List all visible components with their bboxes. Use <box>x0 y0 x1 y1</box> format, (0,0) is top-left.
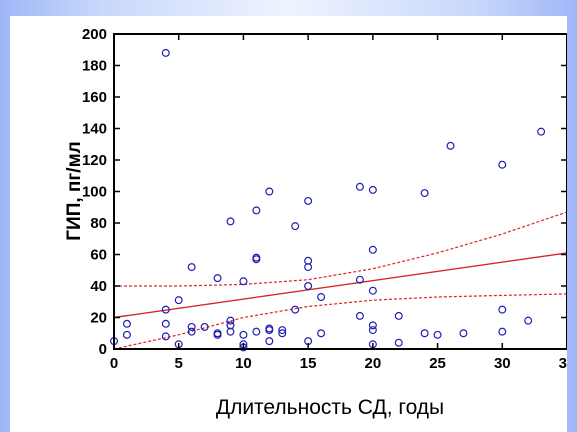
data-point <box>317 293 326 302</box>
data-point <box>317 329 326 338</box>
data-point <box>394 338 403 347</box>
data-point <box>355 275 364 284</box>
data-point <box>498 160 507 169</box>
y-tick-label: 160 <box>82 89 107 106</box>
data-point <box>252 327 261 336</box>
x-axis-title: Длительность СД, годы <box>216 396 444 419</box>
data-point <box>161 305 170 314</box>
regression-fit <box>113 252 567 319</box>
data-point <box>187 322 196 331</box>
data-point <box>252 255 261 264</box>
data-point <box>252 206 261 215</box>
data-point <box>355 311 364 320</box>
axis-ticks: 0 5 10 15 20 25 30 35 0 20 40 60 80 100 120 140 160 180 20… <box>82 26 567 372</box>
x-tick-label: 25 <box>429 355 446 372</box>
data-point <box>278 326 287 335</box>
confidence-band <box>113 211 567 350</box>
chart-figure: 0 5 10 15 20 25 30 35 0 20 40 60 80 100 120 140 160 180 20… <box>10 16 567 432</box>
data-point <box>537 127 546 136</box>
data-point <box>278 329 287 338</box>
data-point <box>524 316 533 325</box>
data-point <box>459 329 468 338</box>
data-point <box>446 141 455 150</box>
data-point <box>265 337 274 346</box>
fit-line <box>113 252 567 319</box>
data-point <box>368 185 377 194</box>
data-point <box>122 330 131 339</box>
data-point <box>187 263 196 272</box>
y-tick-label: 60 <box>90 247 107 264</box>
x-tick-label: 20 <box>365 355 382 372</box>
y-tick-label: 40 <box>90 278 107 295</box>
data-point <box>368 326 377 335</box>
data-point <box>394 311 403 320</box>
y-axis-title: ГИП, пг/мл <box>64 141 85 240</box>
data-point <box>226 316 235 325</box>
data-point <box>239 330 248 339</box>
data-point <box>213 329 222 338</box>
x-tick-label: 5 <box>175 355 183 372</box>
data-point <box>368 245 377 254</box>
data-point <box>304 196 313 205</box>
data-point <box>122 319 131 328</box>
data-point <box>226 327 235 336</box>
data-point <box>161 48 170 57</box>
y-tick-label: 120 <box>82 152 107 169</box>
ci-upper-line <box>114 211 567 287</box>
data-point <box>498 327 507 336</box>
data-point <box>304 263 313 272</box>
y-tick-label: 200 <box>82 26 107 43</box>
x-tick-label: 0 <box>110 355 118 372</box>
data-point <box>291 222 300 231</box>
data-point <box>187 327 196 336</box>
data-point <box>433 330 442 339</box>
data-point <box>265 326 274 335</box>
data-point <box>420 329 429 338</box>
x-tick-label: 35 <box>559 355 567 372</box>
y-tick-label: 20 <box>90 310 107 327</box>
data-point <box>161 319 170 328</box>
x-tick-label: 30 <box>494 355 511 372</box>
scatter-chart: 0 5 10 15 20 25 30 35 0 20 40 60 80 100 120 140 160 180 20… <box>64 26 567 419</box>
data-points <box>109 48 546 352</box>
y-tick-label: 100 <box>82 184 107 201</box>
data-point <box>265 187 274 196</box>
y-tick-label: 0 <box>99 341 107 358</box>
data-point <box>420 189 429 198</box>
data-point <box>498 305 507 314</box>
x-tick-label: 15 <box>300 355 317 372</box>
data-point <box>368 286 377 295</box>
y-tick-label: 180 <box>82 58 107 75</box>
data-point <box>161 332 170 341</box>
data-point <box>200 322 209 331</box>
x-tick-label: 10 <box>235 355 252 372</box>
data-point <box>174 296 183 305</box>
ci-lower-line <box>113 293 567 350</box>
data-point <box>304 282 313 291</box>
data-point <box>355 182 364 191</box>
data-point <box>291 305 300 314</box>
data-point <box>239 277 248 286</box>
y-tick-label: 80 <box>90 215 107 232</box>
data-point <box>226 217 235 226</box>
data-point <box>368 321 377 330</box>
data-point <box>213 274 222 283</box>
y-tick-label: 140 <box>82 121 107 138</box>
